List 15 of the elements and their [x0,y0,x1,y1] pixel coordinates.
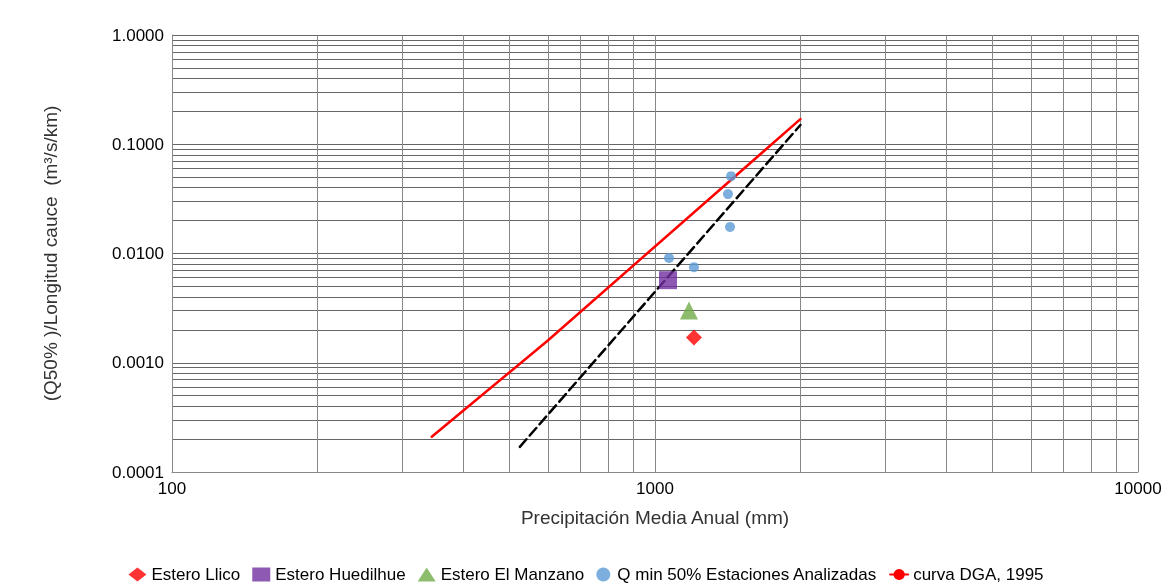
y-tick-label: 0.0001 [112,462,164,482]
x-tick-label: 10000 [1114,479,1162,498]
x-tick-label: 100 [157,479,187,498]
y-axis-title: (Q50% )/Longitud cauce (m³/s/km) [40,105,61,402]
x-tick-label: 1000 [636,479,674,498]
legend-label: Estero El Manzano [440,565,585,584]
legend-label: curva DGA, 1995 [913,565,1044,584]
y-tick-label: 0.0010 [112,353,164,373]
y-tick-label: 0.1000 [112,134,164,154]
y-tick-label: 1.0000 [112,25,164,45]
y-tick-label: 0.0100 [112,244,164,263]
legend-label: Q min 50% Estaciones Analizadas [617,565,877,584]
legend-label: Estero Huedilhue [275,565,406,584]
legend-label: Estero Llico [151,565,241,584]
x-axis-title: Precipitación Media Anual (mm) [520,507,790,528]
